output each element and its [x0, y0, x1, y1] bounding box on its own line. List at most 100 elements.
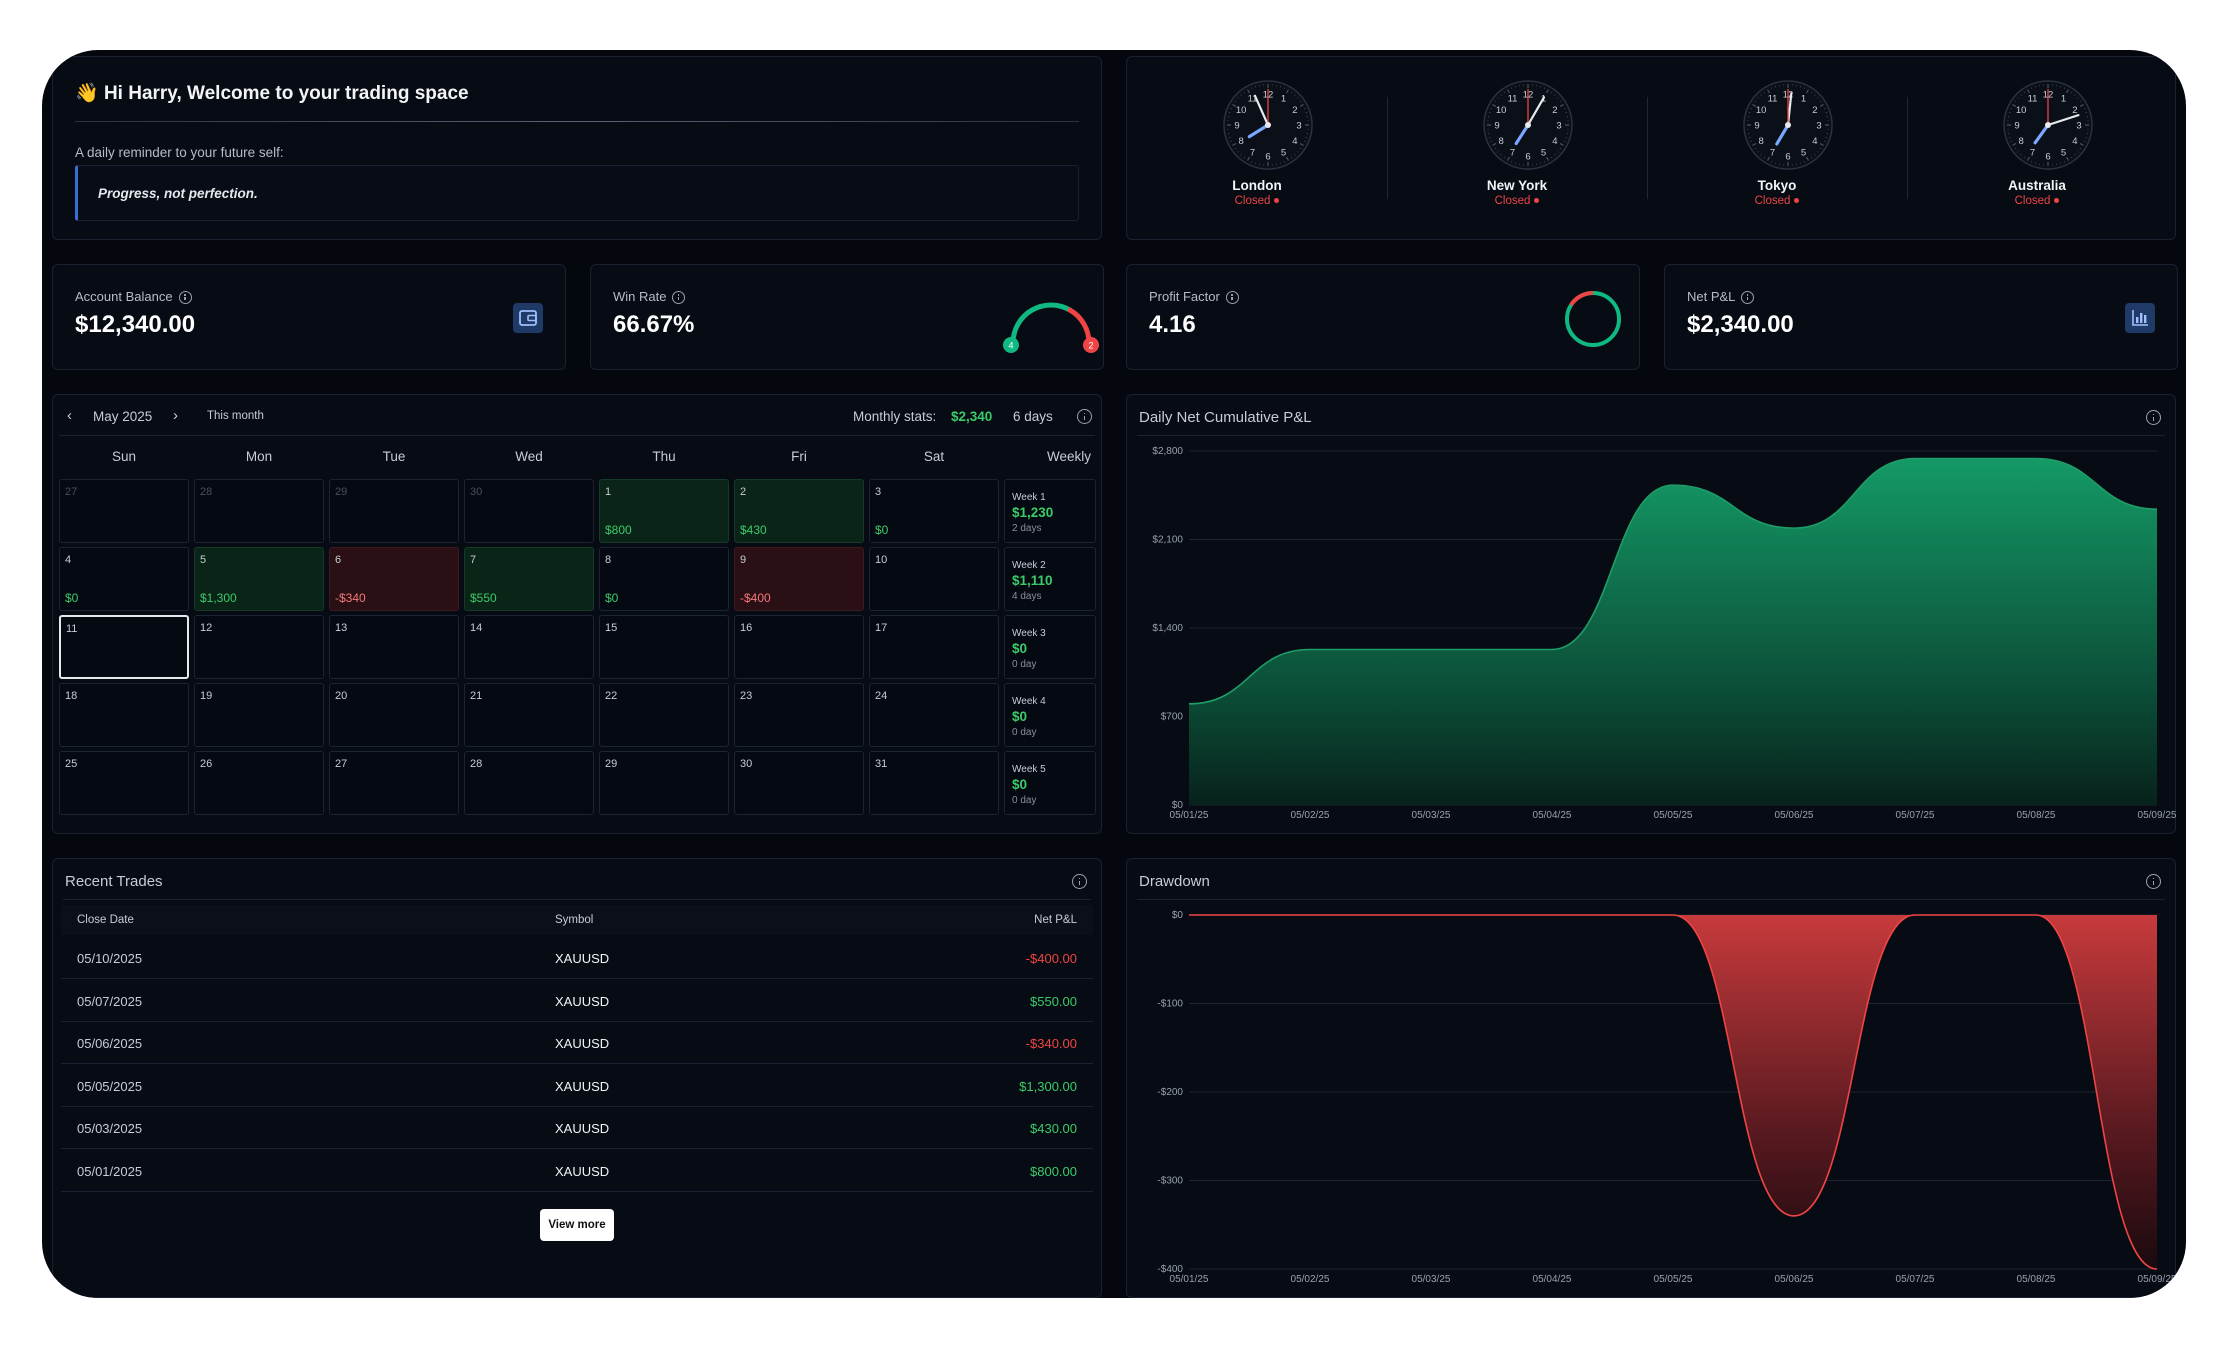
trade-date: 05/05/2025 [77, 1078, 143, 1094]
calendar-day[interactable]: 5 $1,300 [194, 547, 324, 611]
info-icon[interactable] [178, 291, 192, 305]
clock-number: 1 [1801, 94, 1806, 105]
table-row[interactable]: 05/10/2025 XAUUSD -$400.00 [61, 937, 1093, 979]
calendar-day[interactable]: 14 [464, 615, 594, 679]
x-tick-label: 05/06/25 [1775, 810, 1814, 821]
clock-number: 11 [2028, 94, 2038, 105]
wave-emoji: 👋 [75, 83, 99, 104]
this-month-button[interactable]: This month [207, 410, 264, 422]
calendar-day[interactable]: 29 [599, 751, 729, 815]
series-line [1189, 914, 2158, 1270]
calendar-day[interactable]: 26 [194, 751, 324, 815]
day-number: 10 [875, 554, 888, 566]
calendar-day[interactable]: 21 [464, 683, 594, 747]
day-number: 28 [470, 758, 483, 770]
info-icon[interactable] [1225, 291, 1239, 305]
next-month-button[interactable]: › [173, 407, 178, 424]
calendar-day[interactable]: 10 [869, 547, 999, 611]
calendar-day[interactable]: 16 [734, 615, 864, 679]
clock-number: 10 [1236, 105, 1247, 116]
calendar-day[interactable]: 30 [734, 751, 864, 815]
column-close-date[interactable]: Close Date [77, 914, 134, 926]
calendar-day[interactable]: 17 [869, 615, 999, 679]
calendar-day[interactable]: 28 [464, 751, 594, 815]
prev-month-button[interactable]: ‹ [67, 407, 72, 424]
clock-0: 12 1 2 3 4 5 6 7 8 9 10 11 London Closed [1127, 57, 1387, 241]
calendar-day[interactable]: 29 [329, 479, 459, 543]
market-status: Closed [1387, 195, 1647, 207]
day-number: 6 [335, 554, 342, 566]
clock-number: 9 [1234, 121, 1239, 132]
table-row[interactable]: 05/03/2025 XAUUSD $430.00 [61, 1107, 1093, 1149]
calendar-day[interactable]: 7 $550 [464, 547, 594, 611]
weekday-header: Sat [923, 449, 945, 464]
calendar-header: ‹ May 2025 › This month Monthly stats: $… [53, 395, 1101, 435]
week-days: 2 days [1012, 523, 1042, 534]
weekday-header: Mon [245, 449, 273, 464]
calendar-day[interactable]: 3 $0 [869, 479, 999, 543]
day-pnl: $550 [470, 591, 497, 605]
calendar-day[interactable]: 4 $0 [59, 547, 189, 611]
table-row[interactable]: 05/05/2025 XAUUSD $1,300.00 [61, 1065, 1093, 1107]
calendar-day[interactable]: 12 [194, 615, 324, 679]
clock-number: 4 [1552, 136, 1557, 147]
calendar-day[interactable]: 1 $800 [599, 479, 729, 543]
calendar-day[interactable]: 6 -$340 [329, 547, 459, 611]
calendar-day[interactable]: 13 [329, 615, 459, 679]
day-number: 17 [875, 622, 888, 634]
day-number: 22 [605, 690, 618, 702]
table-row[interactable]: 05/01/2025 XAUUSD $800.00 [61, 1150, 1093, 1192]
clock-number: 6 [1265, 152, 1270, 163]
day-number: 26 [200, 758, 213, 770]
clock-3: 12 1 2 3 4 5 6 7 8 9 10 11 Australia Closed [1907, 57, 2167, 241]
calendar-day[interactable]: 15 [599, 615, 729, 679]
calendar-day[interactable]: 30 [464, 479, 594, 543]
column-symbol[interactable]: Symbol [555, 914, 594, 926]
calendar-day[interactable]: 31 [869, 751, 999, 815]
column-net-pnl[interactable]: Net P&L [1034, 914, 1077, 926]
day-number: 8 [605, 554, 612, 566]
calendar-day[interactable]: 8 $0 [599, 547, 729, 611]
weekday-header: Thu [652, 449, 676, 464]
table-row[interactable]: 05/06/2025 XAUUSD -$340.00 [61, 1022, 1093, 1064]
info-icon[interactable] [1077, 409, 1092, 424]
clock-number: 11 [1508, 94, 1518, 105]
trade-date: 05/01/2025 [77, 1163, 143, 1179]
info-icon[interactable] [2146, 410, 2161, 425]
y-tick-label: -$400 [1157, 1264, 1183, 1275]
x-tick-label: 05/02/25 [1291, 1274, 1330, 1285]
x-tick-label: 05/08/25 [2017, 810, 2056, 821]
calendar-day[interactable]: 22 [599, 683, 729, 747]
calendar-day[interactable]: 9 -$400 [734, 547, 864, 611]
trade-symbol: XAUUSD [555, 993, 610, 1009]
calendar-day[interactable]: 28 [194, 479, 324, 543]
day-pnl: -$400 [740, 591, 771, 605]
calendar-day[interactable]: 27 [59, 479, 189, 543]
market-status: Closed [1647, 195, 1907, 207]
x-tick-label: 05/07/25 [1896, 810, 1935, 821]
table-row[interactable]: 05/07/2025 XAUUSD $550.00 [61, 980, 1093, 1022]
info-icon[interactable] [1072, 874, 1087, 889]
info-icon[interactable] [2146, 874, 2161, 889]
day-pnl: $800 [605, 523, 632, 537]
clock-number: 3 [1556, 121, 1561, 132]
calendar-day[interactable]: 24 [869, 683, 999, 747]
info-icon[interactable] [1741, 291, 1755, 305]
calendar-day[interactable]: 2 $430 [734, 479, 864, 543]
day-number: 31 [875, 758, 888, 770]
calendar-day[interactable]: 25 [59, 751, 189, 815]
view-more-button[interactable]: View more [540, 1209, 614, 1241]
market-status-text: Closed [1494, 195, 1531, 207]
net-pnl-label: Net P&L [1687, 289, 1755, 305]
calendar-day[interactable]: 11 [59, 615, 189, 679]
day-pnl: $0 [65, 591, 79, 605]
calendar-day[interactable]: 23 [734, 683, 864, 747]
calendar-day[interactable]: 19 [194, 683, 324, 747]
calendar-day[interactable]: 18 [59, 683, 189, 747]
weekday-header: Sun [111, 449, 137, 464]
calendar-day[interactable]: 27 [329, 751, 459, 815]
info-icon[interactable] [672, 291, 686, 305]
calendar-day[interactable]: 20 [329, 683, 459, 747]
